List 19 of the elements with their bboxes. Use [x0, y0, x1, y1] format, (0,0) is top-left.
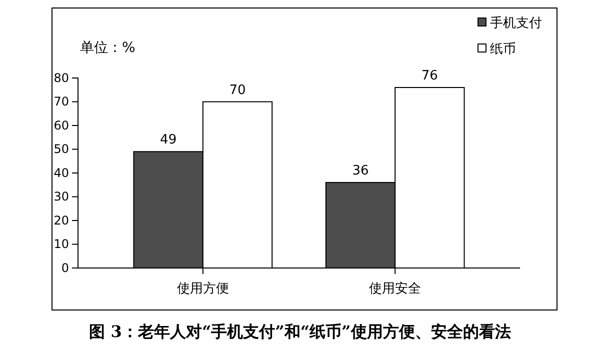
- data-label: 70: [229, 82, 246, 98]
- text: 图 3：老年人对“手机支付”和“纸币”使用方便、安全的看法: [89, 322, 511, 341]
- y-tick-label: 80: [54, 70, 69, 85]
- y-tick-label: 70: [54, 94, 69, 109]
- data-label: 49: [160, 132, 177, 148]
- text: 单位：%: [80, 40, 136, 56]
- data-label: 76: [421, 68, 438, 84]
- y-tick-label: 50: [54, 142, 69, 156]
- x-tick-label: 使用方便: [176, 280, 229, 297]
- y-tick-label: 0: [61, 260, 69, 275]
- x-tick-label: 使用安全: [369, 280, 422, 297]
- y-tick-label: 40: [54, 166, 69, 180]
- y-tick-label: 60: [54, 118, 69, 132]
- data-label: 36: [352, 164, 369, 178]
- legend-label: 纸币: [490, 42, 516, 57]
- legend-label: 手机支付: [490, 16, 542, 31]
- y-tick-label: 30: [54, 190, 69, 204]
- y-tick-label: 10: [54, 237, 69, 252]
- y-tick-label: 20: [54, 213, 69, 228]
